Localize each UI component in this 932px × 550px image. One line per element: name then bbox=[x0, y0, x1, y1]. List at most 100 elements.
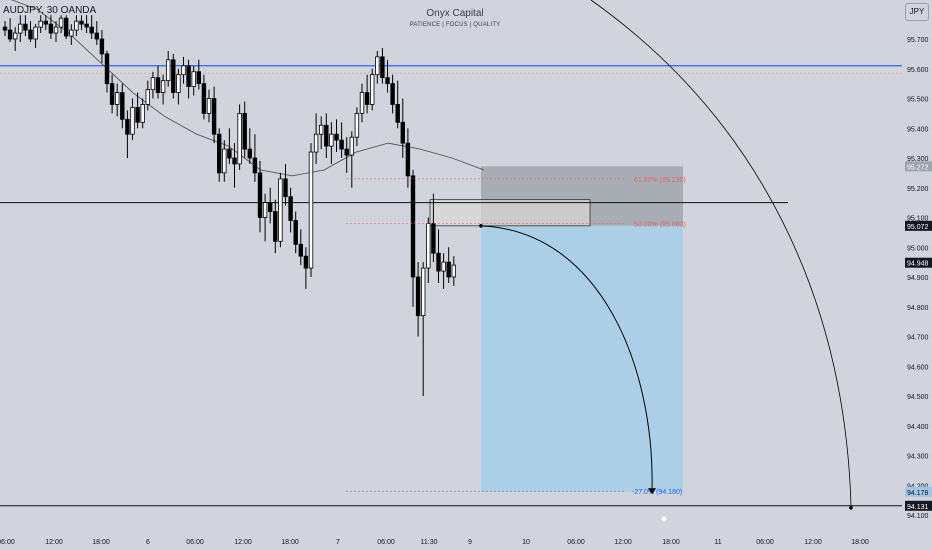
candle bbox=[43, 15, 48, 31]
candle-body bbox=[69, 29, 74, 37]
price-tick: 94.300 bbox=[907, 454, 929, 461]
watermark: Onyx Capital PATIENCE | FOCUS | QUALITY bbox=[390, 8, 520, 28]
candle-body bbox=[18, 23, 23, 34]
candle-body bbox=[318, 124, 324, 135]
candle-body bbox=[222, 148, 227, 174]
candle bbox=[165, 50, 171, 87]
time-tick: 9 bbox=[468, 539, 472, 546]
candle bbox=[232, 143, 237, 188]
candle-body bbox=[369, 74, 375, 105]
candle bbox=[48, 15, 54, 39]
candle-body bbox=[7, 29, 13, 40]
candle-body bbox=[140, 104, 145, 123]
currency-button[interactable]: JPY bbox=[905, 3, 929, 21]
fib-label: 50.00% (95.080) bbox=[634, 221, 686, 228]
time-tick: 18:00 bbox=[92, 539, 110, 546]
candle bbox=[242, 101, 247, 158]
candle bbox=[89, 15, 94, 39]
candle bbox=[354, 107, 360, 147]
candle-body bbox=[196, 71, 201, 85]
candle-body bbox=[334, 133, 339, 141]
time-tick: 06:00 bbox=[756, 539, 774, 546]
candle-body bbox=[176, 74, 181, 93]
candle-body bbox=[120, 92, 125, 120]
axes: 95.700 95.600 95.500 95.400 95.300 95.200 95.1… bbox=[0, 37, 932, 546]
candle bbox=[201, 74, 207, 120]
time-tick: 12:00 bbox=[804, 539, 822, 546]
watermark-name: Onyx Capital bbox=[426, 8, 484, 19]
price-tick: 94.800 bbox=[907, 305, 929, 312]
candle bbox=[278, 172, 283, 248]
horizontal-lines bbox=[0, 65, 902, 507]
candle-body bbox=[135, 107, 140, 123]
symbol-title[interactable]: AUDJPY, 30 OANDA bbox=[3, 5, 97, 16]
candle bbox=[211, 86, 217, 144]
candle bbox=[64, 15, 69, 39]
candle bbox=[415, 262, 421, 337]
curve-drawings bbox=[479, 0, 853, 522]
candle bbox=[109, 74, 115, 114]
candle bbox=[344, 137, 349, 173]
candle bbox=[104, 50, 110, 93]
candle bbox=[181, 56, 186, 84]
candle-body bbox=[308, 151, 314, 269]
candle bbox=[267, 187, 273, 224]
time-tick: 10 bbox=[522, 539, 530, 546]
candle bbox=[400, 98, 405, 158]
candle bbox=[420, 262, 426, 396]
candle bbox=[324, 113, 329, 158]
candle-body bbox=[130, 107, 135, 135]
candle bbox=[329, 122, 334, 164]
fib-level: -27.0% (94.180) bbox=[346, 489, 682, 496]
candle bbox=[426, 217, 431, 283]
candle bbox=[364, 74, 370, 114]
candle-body bbox=[385, 77, 390, 85]
price-tick: 94.200 bbox=[907, 483, 929, 490]
time-tick: 06:00 bbox=[567, 539, 585, 546]
candle bbox=[69, 24, 74, 45]
candle-body bbox=[84, 23, 89, 28]
candle-body bbox=[267, 202, 273, 212]
candle bbox=[28, 21, 33, 42]
price-tag-bg bbox=[905, 257, 932, 268]
candle bbox=[405, 128, 411, 188]
candle bbox=[196, 59, 201, 90]
candle bbox=[120, 83, 125, 129]
fib-label: -27.0% (94.180) bbox=[632, 489, 682, 496]
candle bbox=[130, 98, 135, 141]
candle-body bbox=[390, 83, 395, 105]
candle bbox=[283, 163, 288, 206]
price-tick: 95.400 bbox=[907, 126, 929, 133]
price-tag: 94.131 bbox=[905, 500, 932, 511]
candle-body bbox=[211, 98, 217, 135]
candle bbox=[186, 59, 191, 99]
candle-body bbox=[303, 255, 309, 269]
candle-body bbox=[155, 77, 161, 93]
candle bbox=[436, 229, 441, 283]
candle bbox=[140, 98, 145, 129]
candle-body bbox=[237, 112, 242, 165]
time-tick: 12:00 bbox=[234, 539, 252, 546]
time-tick: 06:00 bbox=[186, 539, 204, 546]
candle bbox=[293, 211, 298, 254]
candle-body bbox=[58, 17, 64, 28]
candle-body bbox=[364, 92, 370, 105]
candle bbox=[237, 104, 242, 170]
time-tick: 18:00 bbox=[662, 539, 680, 546]
price-tick: 94.600 bbox=[907, 364, 929, 371]
candle-body bbox=[206, 98, 212, 114]
candle-body bbox=[186, 65, 191, 88]
candle-body bbox=[33, 26, 38, 40]
candle-body bbox=[278, 178, 283, 242]
price-tick: 94.400 bbox=[907, 424, 929, 431]
candle-body bbox=[446, 261, 451, 278]
candle-body bbox=[380, 56, 385, 79]
price-tick: 94.100 bbox=[907, 513, 929, 520]
price-tag-label: 94.948 bbox=[907, 261, 929, 268]
price-tick: 95.000 bbox=[907, 245, 929, 252]
candle-body bbox=[160, 80, 166, 93]
price-tag: 95.272 bbox=[905, 161, 932, 172]
candle bbox=[99, 30, 105, 63]
